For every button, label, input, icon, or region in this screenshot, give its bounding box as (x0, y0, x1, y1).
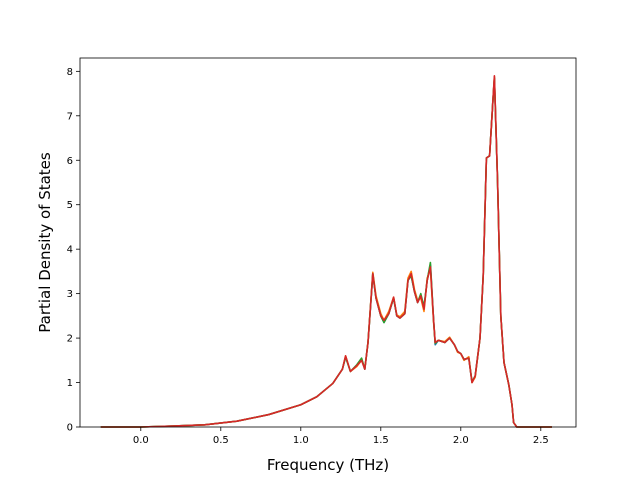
y-tick-label: 3 (67, 289, 73, 300)
x-axis-ticks: 0.0 0.5 1.0 1.5 2.0 2.5 (133, 427, 549, 446)
x-tick-label: 2.0 (453, 435, 469, 446)
x-tick-label: 2.5 (533, 435, 549, 446)
y-tick-label: 2 (67, 334, 73, 345)
y-tick-label: 8 (67, 67, 73, 78)
y-tick-label: 5 (67, 200, 73, 211)
x-tick-label: 1.5 (373, 435, 389, 446)
x-tick-label: 0.0 (133, 435, 149, 446)
y-tick-label: 6 (67, 156, 73, 167)
y-tick-label: 0 (67, 423, 73, 434)
y-axis-ticks: 0 1 2 3 4 5 6 7 8 (67, 67, 80, 434)
y-tick-label: 4 (67, 245, 73, 256)
x-axis-title: Frequency (THz) (267, 456, 389, 474)
x-tick-label: 1.0 (293, 435, 309, 446)
y-tick-label: 1 (67, 378, 73, 389)
y-tick-label: 7 (67, 111, 73, 122)
series-layer (100, 74, 552, 428)
y-axis-title: Partial Density of States (36, 152, 54, 333)
plot-frame (79, 57, 577, 428)
x-tick-label: 0.5 (213, 435, 229, 446)
series-line-4 (100, 74, 552, 428)
